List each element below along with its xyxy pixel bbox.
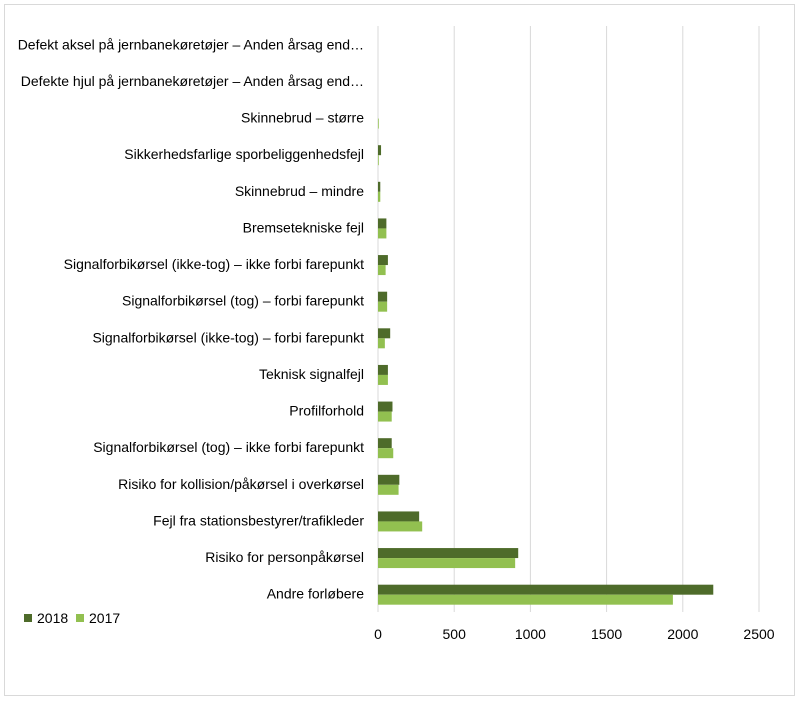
category-label: Signalforbikørsel (ikke-tog) – ikke forb… xyxy=(64,256,364,272)
bar-2017-11 xyxy=(378,191,381,202)
bar-2017-9 xyxy=(378,265,386,276)
category-label: Signalforbikørsel (tog) – forbi farepunk… xyxy=(122,293,364,309)
bar-2018-3 xyxy=(378,474,400,485)
x-tick-label: 500 xyxy=(443,626,467,642)
bar-2017-12 xyxy=(378,155,379,166)
bar-2017-7 xyxy=(378,338,385,349)
category-label: Defekt aksel på jernbanekøretøjer – Ande… xyxy=(18,36,364,52)
category-label: Skinnebrud – større xyxy=(241,110,364,126)
legend-label-2018: 2018 xyxy=(37,610,68,626)
bar-2017-10 xyxy=(378,228,387,239)
x-tick-labels: 0 500 1000 1500 2000 2500 xyxy=(374,626,775,642)
category-label: Profilforhold xyxy=(289,403,364,419)
x-tick-label: 2000 xyxy=(667,626,698,642)
category-labels: Andre forløbere Risiko for personpåkørsel… xyxy=(18,36,365,601)
bar-2018-5 xyxy=(378,401,393,412)
category-label: Andre forløbere xyxy=(267,586,364,602)
x-tick-label: 1000 xyxy=(515,626,546,642)
bar-2018-12 xyxy=(378,145,382,156)
category-label: Bremsetekniske fejl xyxy=(243,219,364,235)
bar-2018-9 xyxy=(378,255,388,266)
legend-swatch-2018 xyxy=(24,614,32,622)
bar-2018-10 xyxy=(378,218,387,229)
category-label: Risiko for kollision/påkørsel i overkørs… xyxy=(118,476,364,492)
bar-2017-4 xyxy=(378,448,394,459)
legend-swatch-2017 xyxy=(76,614,84,622)
category-label: Sikkerhedsfarlige sporbeliggenhedsfejl xyxy=(124,146,364,162)
legend-label-2017: 2017 xyxy=(89,610,120,626)
bar-2017-8 xyxy=(378,301,388,312)
x-tick-label: 2500 xyxy=(743,626,774,642)
category-label: Risiko for personpåkørsel xyxy=(205,549,364,565)
category-label: Signalforbikørsel (tog) – ikke forbi far… xyxy=(93,439,364,455)
bar-2018-11 xyxy=(378,181,381,192)
bar-2017-6 xyxy=(378,374,388,385)
bar-2017-2 xyxy=(378,521,423,532)
category-label: Signalforbikørsel (ikke-tog) – forbi far… xyxy=(92,329,364,345)
x-tick-label: 1500 xyxy=(591,626,622,642)
bar-2018-6 xyxy=(378,364,388,375)
bar-2017-5 xyxy=(378,411,392,422)
category-label: Fejl fra stationsbestyrer/trafikleder xyxy=(153,512,364,528)
gridlines xyxy=(377,26,760,612)
bar-2017-3 xyxy=(378,484,399,495)
category-label: Skinnebrud – mindre xyxy=(235,183,364,199)
chart-frame xyxy=(4,4,795,696)
bar-2018-0 xyxy=(378,584,714,595)
x-tick-label: 0 xyxy=(374,626,382,642)
bars xyxy=(378,118,714,605)
bar-2017-0 xyxy=(378,594,673,605)
bar-2018-1 xyxy=(378,548,519,559)
bar-2018-7 xyxy=(378,328,391,339)
category-label: Teknisk signalfejl xyxy=(259,366,364,382)
legend: 2018 2017 xyxy=(24,610,120,626)
bar-2018-8 xyxy=(378,291,388,302)
bar-2017-13 xyxy=(378,118,379,129)
bar-2017-1 xyxy=(378,558,516,569)
bar-2018-2 xyxy=(378,511,420,522)
bar-2018-4 xyxy=(378,438,392,449)
category-label: Defekte hjul på jernbanekøretøjer – Ande… xyxy=(21,73,364,89)
